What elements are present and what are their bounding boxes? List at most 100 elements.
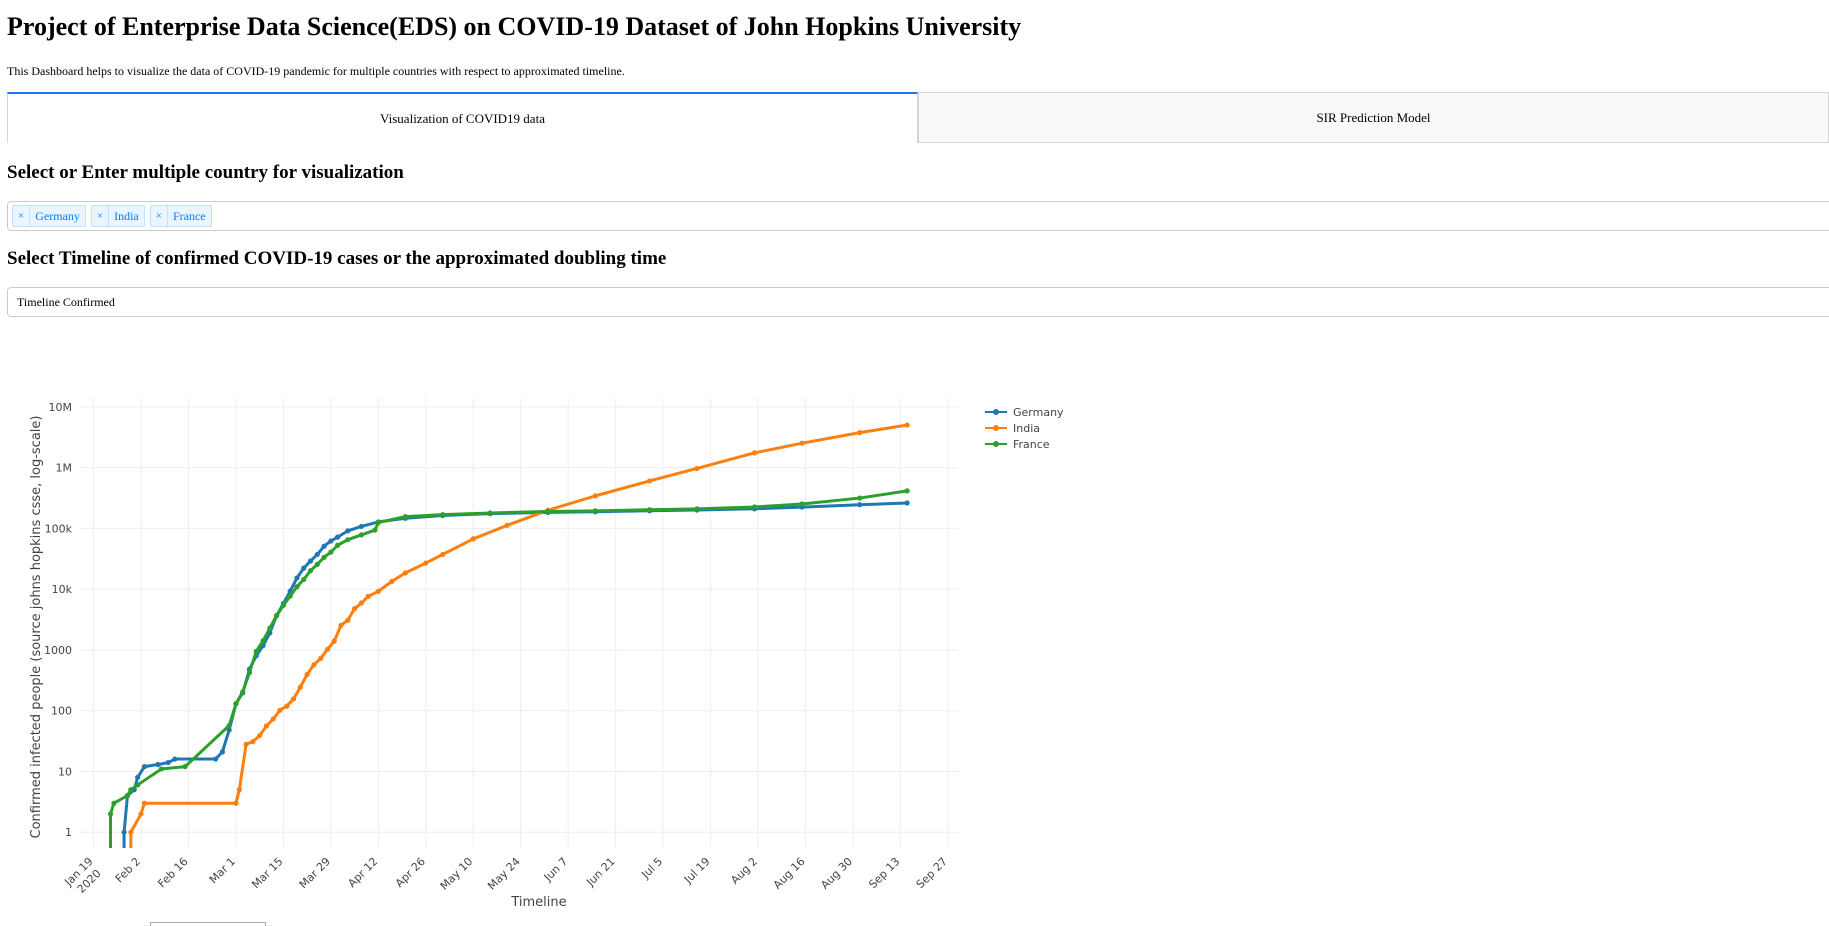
- data-point-india: [270, 716, 276, 722]
- x-tick-label: Mar 29: [297, 855, 333, 891]
- x-axis-title: Timeline: [510, 895, 566, 910]
- data-point-germany: [335, 534, 341, 540]
- data-point-france: [124, 793, 131, 799]
- data-point-france: [158, 766, 164, 772]
- data-point-france: [233, 701, 239, 707]
- country-multiselect[interactable]: × Germany × India × France: [7, 201, 1829, 231]
- data-point-france: [545, 508, 551, 515]
- y-tick-label: 10k: [52, 583, 73, 596]
- range-slider-handle[interactable]: [150, 922, 266, 926]
- x-tick-label: Sep 27: [914, 855, 950, 891]
- data-point-india: [331, 638, 337, 644]
- data-point-france: [111, 800, 117, 806]
- data-point-germany: [219, 749, 225, 755]
- y-tick-label: 10: [58, 765, 72, 778]
- data-point-india: [324, 646, 331, 652]
- y-axis-title: Confirmed infected people (source johns …: [29, 416, 44, 839]
- data-point-india: [141, 800, 148, 806]
- legend-marker-india: [993, 425, 999, 431]
- data-point-germany: [345, 528, 351, 534]
- data-point-india: [257, 732, 263, 739]
- data-point-france: [280, 602, 286, 608]
- x-tick-label: May 24: [485, 855, 523, 893]
- data-point-india: [358, 600, 364, 606]
- data-point-india: [297, 684, 303, 690]
- data-point-india: [402, 570, 409, 576]
- data-point-france: [246, 670, 253, 676]
- data-point-germany: [141, 764, 148, 770]
- data-point-india: [243, 741, 249, 747]
- remove-france-icon[interactable]: ×: [151, 206, 168, 226]
- data-point-germany: [155, 761, 161, 768]
- data-point-france: [328, 549, 334, 555]
- data-point-india: [694, 465, 700, 472]
- data-point-germany: [904, 500, 910, 506]
- data-point-france: [260, 638, 266, 644]
- data-point-india: [504, 522, 510, 528]
- legend-marker-germany: [993, 409, 999, 415]
- data-point-india: [904, 422, 910, 428]
- data-point-france: [287, 593, 293, 599]
- data-point-germany: [294, 575, 300, 581]
- data-point-india: [592, 493, 598, 499]
- data-point-france: [358, 532, 364, 538]
- country-chip-india: × India: [90, 205, 145, 227]
- page-title: Project of Enterprise Data Science(EDS) …: [7, 12, 1022, 41]
- series-line-france: [109, 489, 908, 848]
- data-point-germany: [165, 759, 171, 766]
- data-point-france: [752, 504, 758, 510]
- data-point-india: [857, 430, 863, 436]
- x-tick-label: Apr 12: [345, 855, 380, 890]
- data-point-france: [107, 811, 114, 817]
- remove-india-icon[interactable]: ×: [92, 206, 110, 226]
- data-point-india: [236, 787, 242, 793]
- data-point-france: [402, 513, 409, 520]
- x-tick-label: Feb 2: [113, 855, 143, 885]
- data-point-germany: [301, 565, 307, 571]
- data-point-india: [351, 606, 358, 612]
- tab-sir-prediction-label: SIR Prediction Model: [1316, 109, 1431, 125]
- x-tick-label: May 10: [438, 855, 476, 893]
- x-tick-label: Mar 1: [207, 855, 238, 886]
- country-chip-france: × France: [149, 205, 212, 227]
- data-point-india: [440, 551, 446, 558]
- y-tick-label: 100k: [45, 522, 73, 535]
- data-point-germany: [314, 551, 320, 558]
- tab-visualization[interactable]: Visualization of COVID19 data: [7, 92, 918, 143]
- data-point-france: [345, 537, 351, 543]
- remove-germany-icon[interactable]: ×: [13, 206, 31, 226]
- data-point-france: [294, 584, 300, 590]
- data-point-india: [250, 739, 256, 745]
- data-point-germany: [358, 523, 364, 530]
- y-tick-label: 100: [51, 705, 72, 718]
- data-point-france: [857, 495, 863, 501]
- data-point-germany: [212, 756, 219, 762]
- data-point-france: [253, 648, 259, 654]
- country-chip-label: France: [172, 208, 206, 223]
- data-point-france: [487, 510, 493, 516]
- timeline-dropdown[interactable]: Timeline Confirmed: [7, 287, 1829, 317]
- data-point-india: [233, 800, 239, 806]
- country-chip-label: India: [114, 208, 139, 223]
- series-line-india: [129, 423, 908, 848]
- data-point-france: [321, 554, 327, 560]
- data-point-france: [372, 527, 378, 533]
- data-point-france: [375, 519, 381, 526]
- x-tick-label: Jun 21: [583, 855, 617, 889]
- data-point-france: [226, 722, 232, 729]
- data-point-india: [799, 440, 805, 446]
- country-select-heading: Select or Enter multiple country for vis…: [7, 162, 404, 183]
- data-point-germany: [121, 829, 127, 835]
- tab-sir-prediction[interactable]: SIR Prediction Model: [918, 92, 1829, 143]
- series-line-germany: [122, 501, 908, 848]
- data-point-germany: [328, 538, 334, 544]
- chart-legend[interactable]: Germany India France: [985, 406, 1064, 451]
- page-intro: This Dashboard helps to visualize the da…: [7, 64, 625, 78]
- timeline-select-heading: Select Timeline of confirmed COVID-19 ca…: [7, 248, 667, 269]
- data-point-france: [274, 613, 280, 619]
- legend-label-france: France: [1013, 438, 1050, 451]
- data-point-india: [752, 450, 758, 456]
- x-tick-label: Jun 7: [541, 855, 570, 884]
